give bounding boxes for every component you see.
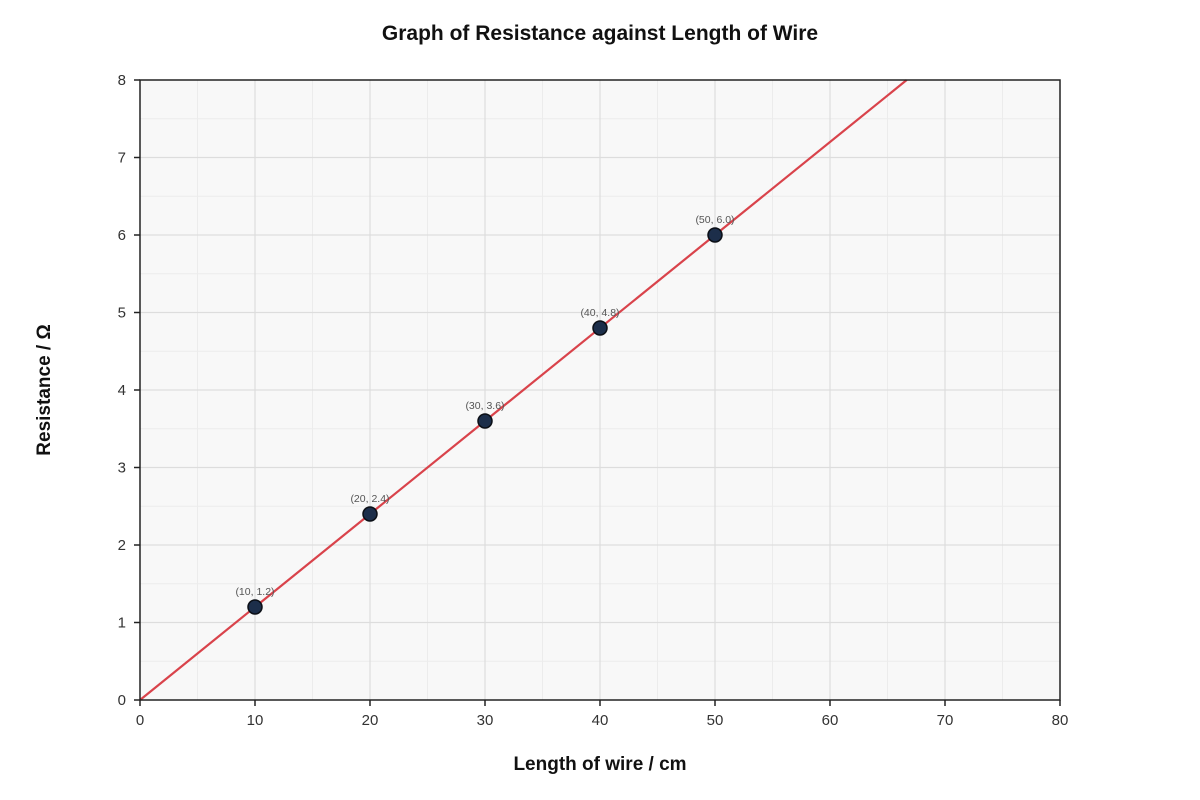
data-point-label: (20, 2.4) <box>350 493 389 505</box>
data-point-label: (30, 3.6) <box>465 400 504 412</box>
x-tick-label: 30 <box>477 712 494 729</box>
data-point-labels: (10, 1.2) (20, 2.4) (30, 3.6) (40, 4.8) (50,… <box>235 214 734 598</box>
y-tick-label: 3 <box>118 460 126 477</box>
y-tick-label: 5 <box>118 305 126 322</box>
data-point-label: (10, 1.2) <box>235 586 274 598</box>
y-tick-label: 7 <box>118 150 126 167</box>
x-tick-label: 0 <box>136 712 144 729</box>
data-points <box>247 227 723 615</box>
x-axis-title: Length of wire / cm <box>513 754 686 775</box>
best-fit-line-group <box>139 79 908 701</box>
x-tick-label: 20 <box>362 712 379 729</box>
y-tick-label: 4 <box>118 382 126 399</box>
x-tick-label: 80 <box>1052 712 1069 729</box>
x-axis-ticks: 0 10 20 30 40 50 60 70 80 <box>136 700 1069 729</box>
y-tick-label: 8 <box>118 72 126 89</box>
x-tick-label: 60 <box>822 712 839 729</box>
x-tick-label: 40 <box>592 712 609 729</box>
data-point <box>592 320 608 336</box>
data-point <box>247 599 263 615</box>
data-point <box>362 506 378 522</box>
x-tick-label: 10 <box>247 712 264 729</box>
x-tick-label: 50 <box>707 712 724 729</box>
y-axis-title: Resistance / Ω <box>34 324 55 455</box>
y-tick-label: 2 <box>118 537 126 554</box>
y-tick-label: 0 <box>118 692 126 709</box>
y-tick-label: 6 <box>118 227 126 244</box>
data-point <box>477 413 493 429</box>
x-tick-label: 70 <box>937 712 954 729</box>
data-point-label: (40, 4.8) <box>580 307 619 319</box>
best-fit-line <box>139 79 908 701</box>
data-point <box>707 227 723 243</box>
y-axis-ticks: 0 1 2 3 4 5 6 7 8 <box>118 72 140 709</box>
major-grid <box>140 80 1060 700</box>
chart-title: Graph of Resistance against Length of Wi… <box>382 22 818 45</box>
y-tick-label: 1 <box>118 615 126 632</box>
data-point-label: (50, 6.0) <box>695 214 734 226</box>
